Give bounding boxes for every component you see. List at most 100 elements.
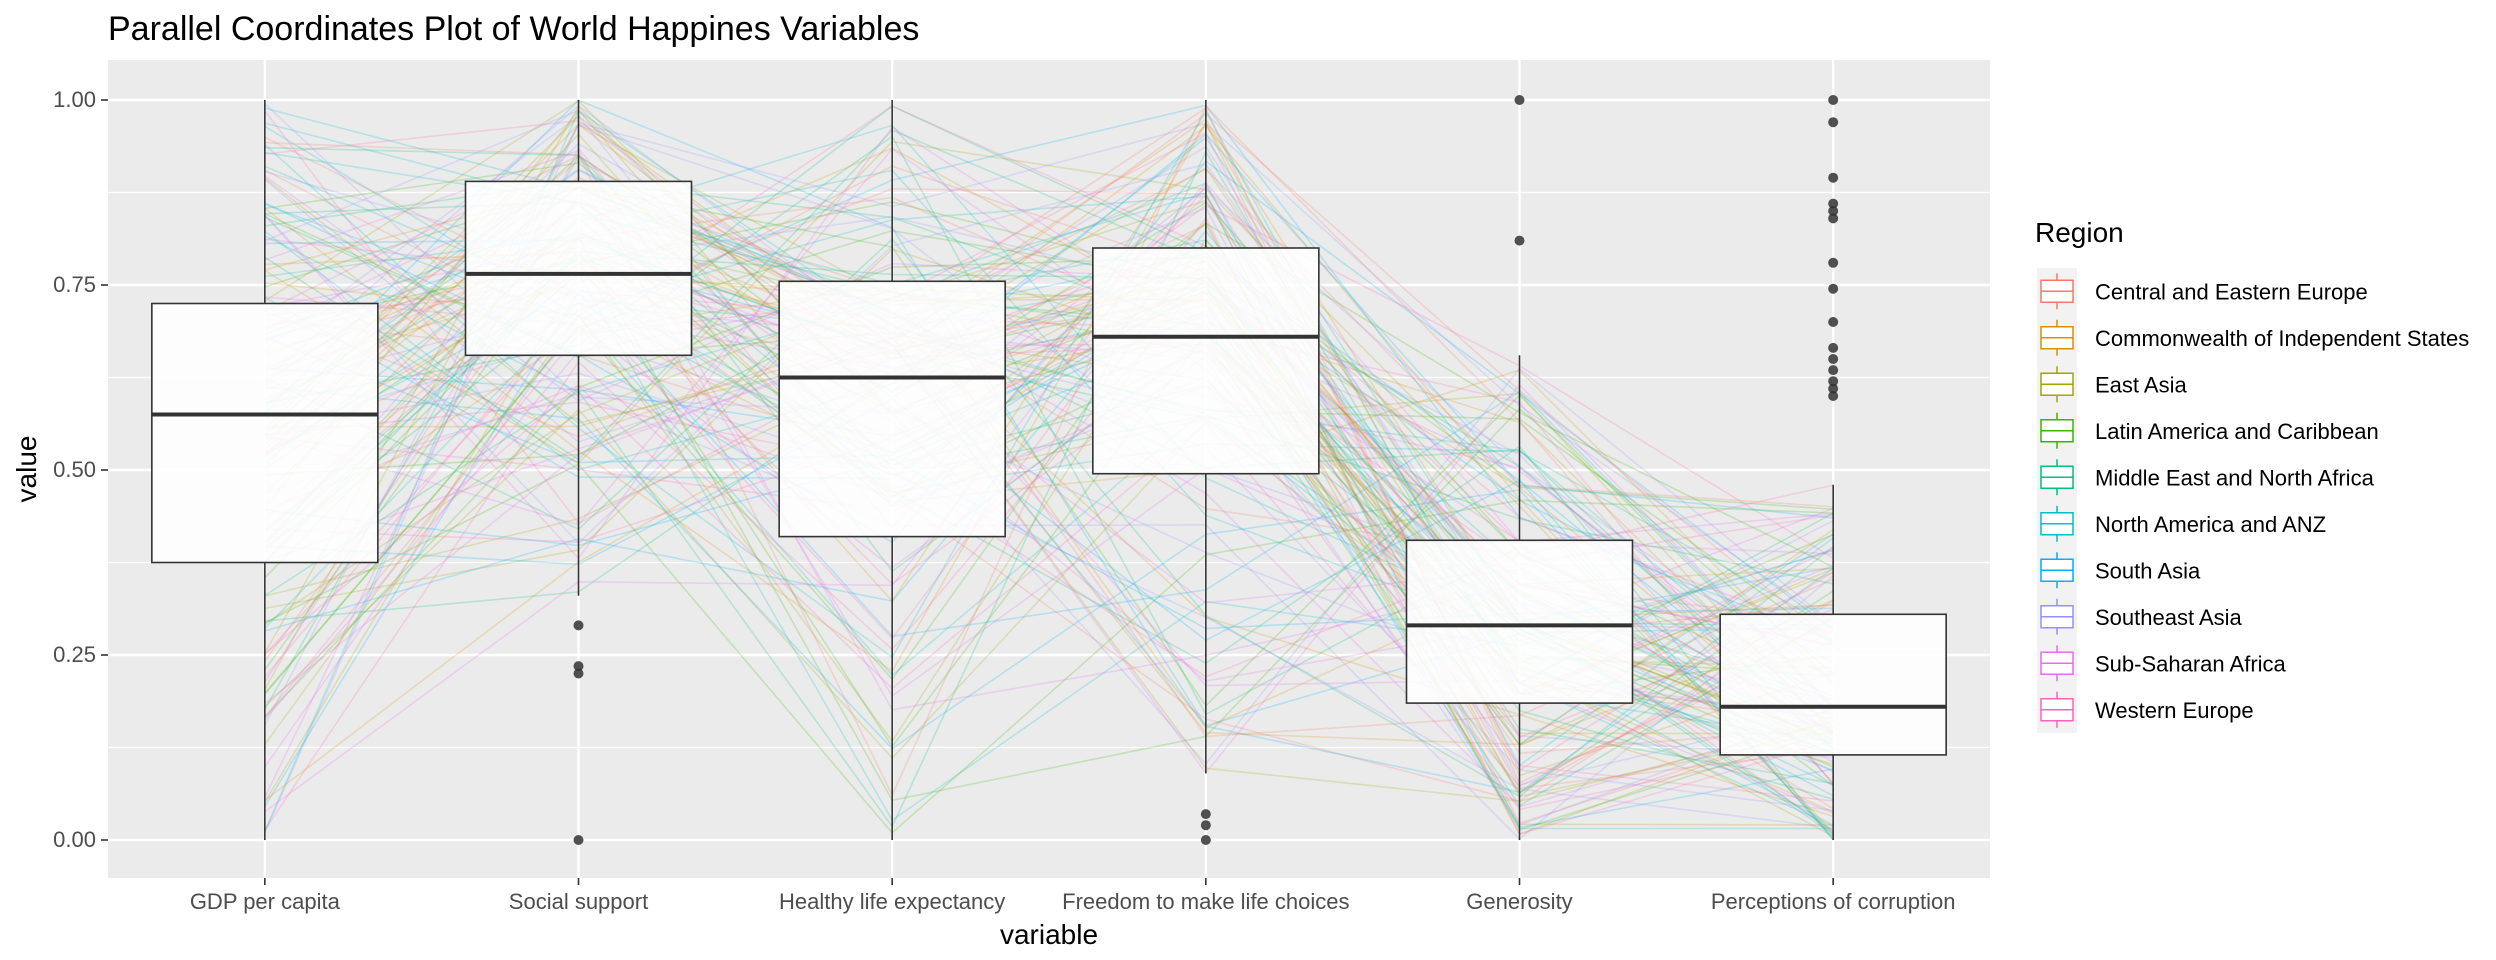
outlier-point xyxy=(1828,257,1839,268)
profile-line xyxy=(264,266,1834,747)
profile-line xyxy=(264,384,1834,788)
boxplot xyxy=(778,100,1006,840)
y-tick-label: 0.50 xyxy=(53,457,96,482)
outlier-point xyxy=(1828,117,1839,128)
boxplot xyxy=(1405,95,1634,840)
outlier-point xyxy=(1828,376,1839,387)
y-tick-label: 0.25 xyxy=(53,642,96,667)
legend: Region Central and Eastern Europe Commonw… xyxy=(2035,217,2469,733)
chart-title: Parallel Coordinates Plot of World Happi… xyxy=(108,10,919,48)
legend-label: East Asia xyxy=(2095,372,2187,397)
legend-item: Sub-Saharan Africa xyxy=(2037,640,2287,687)
profile-line xyxy=(264,254,1834,836)
profile-line xyxy=(264,290,1834,721)
outlier-point xyxy=(1828,383,1839,394)
legend-label: Commonwealth of Independent States xyxy=(2095,326,2469,351)
profile-line xyxy=(264,336,1834,746)
profile-line xyxy=(264,256,1834,718)
profile-line xyxy=(264,193,1834,739)
y-tick-label: 1.00 xyxy=(53,87,96,112)
legend-item: North America and ANZ xyxy=(2037,500,2326,547)
x-tick-label: Social support xyxy=(509,889,648,914)
outlier-point xyxy=(1200,809,1211,820)
profile-line xyxy=(264,99,1834,794)
profile-line xyxy=(264,147,1834,815)
legend-label: Sub-Saharan Africa xyxy=(2095,651,2287,676)
outlier-point xyxy=(1828,213,1839,224)
outlier-point xyxy=(573,661,584,672)
profile-line xyxy=(264,274,1834,803)
profile-line xyxy=(264,114,1834,759)
box xyxy=(778,280,1006,538)
profile-line xyxy=(264,105,1834,655)
y-tick-label: 0.00 xyxy=(53,827,96,852)
y-axis-label: value xyxy=(11,436,42,503)
profile-line xyxy=(264,372,1834,829)
x-tick-label: Generosity xyxy=(1466,889,1572,914)
y-tick-label: 0.75 xyxy=(53,272,96,297)
outlier-point xyxy=(573,668,584,679)
outlier-point xyxy=(1828,95,1839,105)
x-tick-label: Perceptions of corruption xyxy=(1711,889,1956,914)
box xyxy=(151,302,379,564)
legend-item: Latin America and Caribbean xyxy=(2037,407,2379,454)
legend-item: East Asia xyxy=(2037,361,2187,408)
x-axis: GDP per capita Social support Healthy life… xyxy=(190,878,1956,914)
outlier-point xyxy=(1828,206,1839,216)
boxplots xyxy=(151,95,1947,845)
profile-line xyxy=(264,126,1834,708)
x-tick-label: GDP per capita xyxy=(190,889,341,914)
profile-line xyxy=(264,295,1834,795)
profile-line xyxy=(264,104,1834,786)
profile-line xyxy=(264,229,1834,831)
outlier-point xyxy=(573,835,584,845)
profile-line xyxy=(264,343,1834,775)
box xyxy=(1719,613,1947,756)
profile-line xyxy=(264,204,1834,559)
outlier-point xyxy=(1828,283,1839,294)
profile-line xyxy=(264,238,1834,798)
profile-line xyxy=(264,332,1834,801)
legend-title: Region xyxy=(2035,217,2124,248)
outlier-point xyxy=(1514,95,1525,105)
boxplot xyxy=(151,100,379,840)
profile-line xyxy=(264,304,1834,800)
profile-line xyxy=(264,131,1834,772)
box xyxy=(1405,539,1634,704)
profile-line xyxy=(264,182,1834,767)
outlier-point xyxy=(1828,342,1839,353)
x-axis-label: variable xyxy=(1000,919,1098,950)
legend-label: Central and Eastern Europe xyxy=(2095,279,2368,304)
outlier-point xyxy=(1514,235,1525,246)
boxplot xyxy=(464,100,693,845)
profile-line xyxy=(264,129,1834,785)
y-axis: 0.00 0.25 0.50 0.75 1.00 xyxy=(53,87,108,852)
legend-label: Western Europe xyxy=(2095,698,2254,723)
outlier-point xyxy=(1828,198,1839,209)
profile-line xyxy=(264,313,1834,829)
outlier-point xyxy=(1200,835,1211,845)
legend-label: Latin America and Caribbean xyxy=(2095,419,2379,444)
outlier-point xyxy=(1828,172,1839,183)
outlier-point xyxy=(1828,391,1839,401)
profile-line xyxy=(264,119,1834,802)
legend-item: South Asia xyxy=(2037,547,2201,594)
profile-line xyxy=(264,216,1834,836)
outlier-point xyxy=(1828,354,1839,364)
legend-label: Middle East and North Africa xyxy=(2095,465,2375,490)
x-tick-label: Freedom to make life choices xyxy=(1062,889,1349,914)
outlier-point xyxy=(573,620,584,631)
outlier-point xyxy=(1200,820,1211,831)
profile-line xyxy=(264,104,1834,797)
profile-line xyxy=(264,168,1834,508)
outlier-point xyxy=(1828,365,1839,376)
profile-line xyxy=(264,288,1834,826)
legend-item: Commonwealth of Independent States xyxy=(2037,314,2469,361)
legend-item: Western Europe xyxy=(2037,686,2254,733)
grid-minor xyxy=(108,191,1990,749)
box xyxy=(464,180,693,357)
legend-label: Southeast Asia xyxy=(2095,605,2243,630)
boxplot xyxy=(1719,95,1947,840)
legend-item: Central and Eastern Europe xyxy=(2037,268,2368,315)
